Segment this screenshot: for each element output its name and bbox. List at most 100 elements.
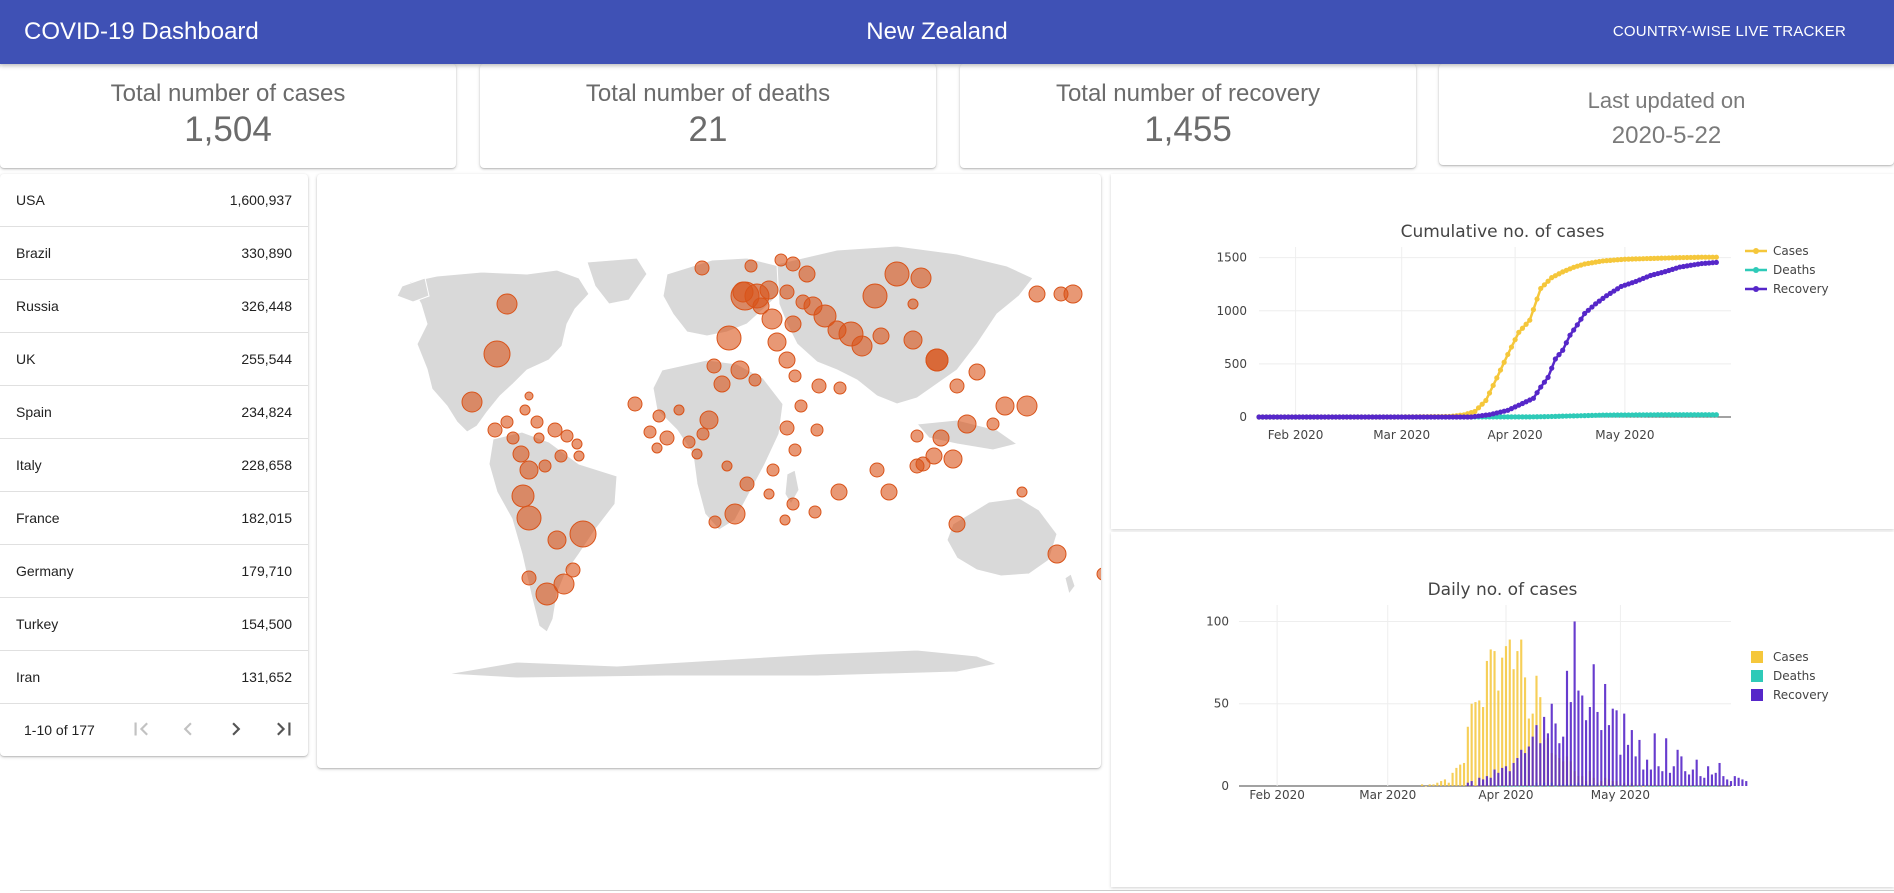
case-bubble[interactable]	[779, 420, 795, 436]
case-bubble[interactable]	[995, 396, 1015, 416]
case-bubble[interactable]	[487, 422, 503, 438]
table-row[interactable]: UK 255,544	[0, 333, 308, 386]
case-bubble[interactable]	[547, 530, 567, 550]
case-bubble[interactable]	[748, 373, 762, 387]
case-bubble[interactable]	[682, 435, 696, 449]
case-bubble[interactable]	[851, 335, 873, 357]
case-bubble[interactable]	[716, 325, 742, 351]
table-row[interactable]: Italy 228,658	[0, 439, 308, 492]
case-bubble[interactable]	[884, 261, 910, 287]
last-page-icon[interactable]	[271, 716, 297, 742]
case-bubble[interactable]	[519, 404, 531, 416]
previous-page-icon[interactable]	[175, 716, 201, 742]
case-bubble[interactable]	[778, 351, 796, 369]
case-bubble[interactable]	[706, 358, 722, 374]
next-page-icon[interactable]	[223, 716, 249, 742]
case-bubble[interactable]	[535, 582, 559, 606]
case-bubble[interactable]	[500, 415, 514, 429]
case-bubble[interactable]	[696, 427, 710, 441]
case-bubble[interactable]	[1096, 567, 1110, 581]
case-bubble[interactable]	[766, 463, 780, 477]
case-bubble[interactable]	[786, 497, 800, 511]
case-bubble[interactable]	[788, 443, 802, 457]
case-bubble[interactable]	[694, 260, 710, 276]
case-bubble[interactable]	[524, 391, 534, 401]
case-bubble[interactable]	[506, 431, 520, 445]
case-bubble[interactable]	[830, 483, 848, 501]
case-bubble[interactable]	[521, 570, 537, 586]
case-bubble[interactable]	[948, 515, 966, 533]
case-bubble[interactable]	[943, 449, 963, 469]
case-bubble[interactable]	[691, 448, 703, 460]
case-bubble[interactable]	[1016, 395, 1038, 417]
case-bubble[interactable]	[651, 442, 663, 454]
case-bubble[interactable]	[659, 430, 675, 446]
case-bubble[interactable]	[699, 410, 719, 430]
case-bubble[interactable]	[907, 298, 919, 310]
case-bubble[interactable]	[512, 445, 530, 463]
case-bubble[interactable]	[925, 348, 949, 372]
case-bubble[interactable]	[1016, 486, 1028, 498]
table-row[interactable]: Iran 131,652	[0, 651, 308, 704]
case-bubble[interactable]	[872, 327, 890, 345]
case-bubble[interactable]	[811, 378, 827, 394]
case-bubble[interactable]	[810, 423, 824, 437]
legend-label[interactable]: Deaths	[1773, 669, 1816, 683]
case-bubble[interactable]	[724, 503, 746, 525]
case-bubble[interactable]	[744, 259, 758, 273]
case-bubble[interactable]	[708, 515, 722, 529]
case-bubble[interactable]	[1053, 286, 1069, 302]
case-bubble[interactable]	[788, 369, 802, 383]
case-bubble[interactable]	[813, 304, 837, 328]
case-bubble[interactable]	[713, 375, 731, 393]
case-bubble[interactable]	[673, 404, 685, 416]
case-bubble[interactable]	[461, 391, 483, 413]
case-bubble[interactable]	[915, 456, 931, 472]
case-bubble[interactable]	[483, 340, 511, 368]
case-bubble[interactable]	[571, 438, 583, 450]
case-bubble[interactable]	[652, 409, 666, 423]
case-bubble[interactable]	[721, 460, 733, 472]
legend-label[interactable]: Recovery	[1773, 282, 1829, 296]
case-bubble[interactable]	[957, 414, 977, 434]
case-bubble[interactable]	[798, 265, 816, 283]
case-bubble[interactable]	[784, 315, 802, 333]
case-bubble[interactable]	[511, 484, 535, 508]
case-bubble[interactable]	[759, 280, 779, 300]
case-bubble[interactable]	[910, 429, 924, 443]
case-bubble[interactable]	[496, 293, 518, 315]
world-bubble-map[interactable]	[317, 174, 1110, 768]
table-row[interactable]: Germany 179,710	[0, 545, 308, 598]
case-bubble[interactable]	[538, 459, 552, 473]
case-bubble[interactable]	[862, 283, 888, 309]
case-bubble[interactable]	[533, 432, 545, 444]
case-bubble[interactable]	[553, 573, 575, 595]
table-row[interactable]: Turkey 154,500	[0, 598, 308, 651]
case-bubble[interactable]	[761, 308, 783, 330]
case-bubble[interactable]	[730, 360, 750, 380]
case-bubble[interactable]	[925, 447, 943, 465]
case-bubble[interactable]	[968, 363, 986, 381]
legend-label[interactable]: Recovery	[1773, 688, 1829, 702]
table-row[interactable]: Brazil 330,890	[0, 227, 308, 280]
case-bubble[interactable]	[560, 429, 574, 443]
case-bubble[interactable]	[779, 284, 795, 300]
case-bubble[interactable]	[569, 520, 597, 548]
case-bubble[interactable]	[833, 381, 847, 395]
case-bubble[interactable]	[573, 450, 585, 462]
first-page-icon[interactable]	[128, 716, 154, 742]
case-bubble[interactable]	[530, 415, 544, 429]
case-bubble[interactable]	[932, 429, 950, 447]
daily-bar-chart[interactable]: 0 50 100 Feb 2020 Mar 2020 Apr 2020 May 2020 Ca…	[1111, 532, 1894, 887]
case-bubble[interactable]	[767, 332, 787, 352]
case-bubble[interactable]	[565, 562, 581, 578]
case-bubble[interactable]	[627, 396, 643, 412]
case-bubble[interactable]	[808, 505, 822, 519]
case-bubble[interactable]	[779, 514, 791, 526]
case-bubble[interactable]	[880, 483, 898, 501]
case-bubble[interactable]	[1047, 544, 1067, 564]
case-bubble[interactable]	[519, 460, 539, 480]
case-bubble[interactable]	[1028, 285, 1046, 303]
table-row[interactable]: France 182,015	[0, 492, 308, 545]
table-row[interactable]: Russia 326,448	[0, 280, 308, 333]
